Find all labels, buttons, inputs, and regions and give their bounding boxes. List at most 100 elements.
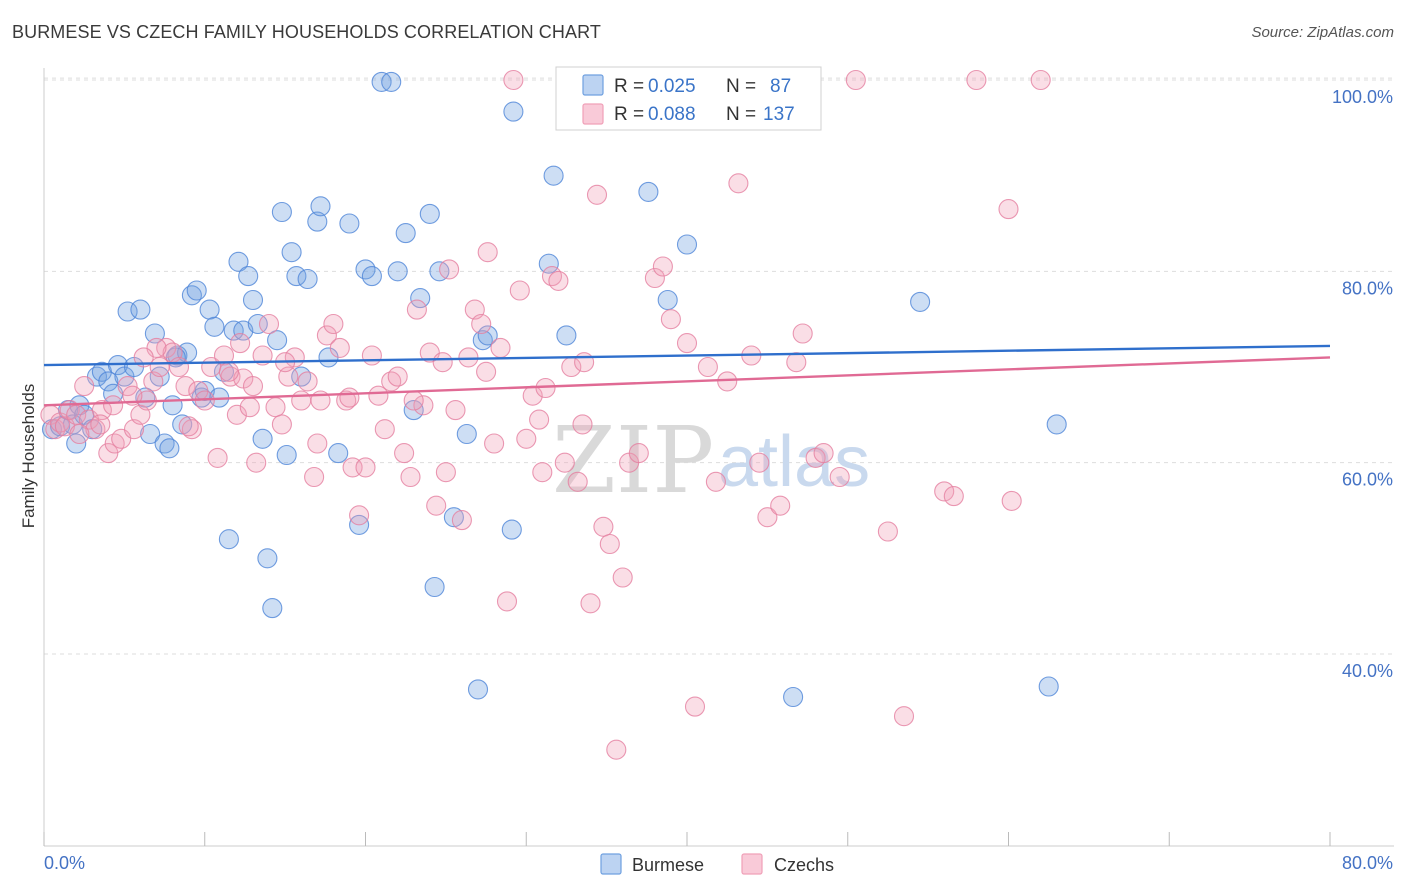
point-czechs-121 [178, 416, 199, 437]
point-czechs-99 [705, 471, 726, 492]
series-legend-swatch-burmese [600, 853, 622, 875]
point-czechs-107 [792, 323, 813, 344]
point-czechs-36 [265, 397, 286, 418]
point-czechs-74 [509, 280, 530, 301]
point-czechs-134 [90, 414, 111, 435]
point-czechs-6 [74, 376, 95, 397]
point-czechs-45 [323, 313, 344, 335]
point-czechs-100 [717, 371, 738, 392]
stats-legend: R = 0.025 N = 87 R = 0.088 N = 137 [555, 66, 822, 131]
y-tick-label-60: 60.0% [1342, 470, 1393, 490]
point-burmese-35 [218, 529, 239, 550]
legend-r-label-czechs: R = [614, 104, 644, 125]
point-czechs-133 [122, 385, 143, 406]
point-burmese-45 [267, 330, 288, 351]
point-czechs-44 [316, 325, 337, 346]
point-czechs-51 [361, 345, 382, 366]
point-burmese-16 [130, 299, 151, 320]
point-czechs-88 [599, 533, 620, 555]
point-burmese-28 [186, 280, 207, 301]
point-burmese-55 [328, 443, 349, 464]
point-burmese-66 [419, 203, 440, 224]
point-burmese-18 [140, 423, 161, 445]
trendline-czechs [43, 356, 1331, 407]
y-tick-label-100: 100.0% [1332, 87, 1393, 107]
point-czechs-65 [451, 510, 472, 531]
y-tick-labels: 40.0% 60.0% 80.0% 100.0% [1332, 87, 1393, 681]
x-tick-label-min: 0.0% [44, 853, 85, 873]
point-czechs-137 [103, 395, 124, 416]
point-burmese-61 [381, 71, 402, 92]
point-czechs-103 [749, 452, 770, 473]
point-czechs-13 [117, 376, 138, 397]
point-burmese-23 [162, 395, 183, 416]
watermark: ZIP atlas [552, 407, 870, 514]
point-czechs-117 [998, 199, 1019, 220]
point-burmese-84 [1038, 676, 1059, 697]
trendline-burmese [43, 344, 1331, 367]
point-czechs-37 [271, 414, 292, 435]
point-czechs-80 [548, 270, 569, 291]
legend-r-value-czechs: 0.088 [648, 104, 696, 125]
point-burmese-82 [783, 686, 804, 708]
point-czechs-32 [239, 397, 260, 418]
point-czechs-93 [644, 267, 665, 289]
point-czechs-59 [413, 395, 434, 416]
point-czechs-95 [660, 309, 681, 330]
point-czechs-22 [175, 376, 196, 397]
trend-lines [43, 344, 1331, 407]
point-czechs-110 [829, 466, 850, 488]
point-czechs-63 [439, 259, 460, 280]
point-czechs-128 [435, 462, 456, 483]
point-burmese-85 [1046, 414, 1067, 435]
legend-n-label-czechs: N = [726, 104, 756, 125]
point-czechs-136 [133, 347, 154, 368]
point-czechs-119 [1030, 69, 1051, 91]
legend-r-label-burmese: R = [614, 76, 644, 97]
point-czechs-129 [476, 361, 497, 382]
point-czechs-127 [403, 390, 424, 411]
point-czechs-126 [339, 387, 360, 408]
point-czechs-97 [684, 696, 706, 717]
point-burmese-67 [424, 576, 445, 598]
grid-lines [44, 77, 1394, 655]
point-burmese-73 [477, 325, 498, 346]
point-burmese-69 [443, 507, 464, 528]
point-burmese-48 [281, 242, 302, 263]
point-czechs-84 [574, 352, 595, 373]
point-czechs-90 [612, 567, 633, 588]
point-burmese-65 [410, 288, 431, 309]
point-czechs-75 [516, 428, 537, 449]
point-czechs-87 [593, 516, 614, 537]
point-burmese-43 [257, 548, 278, 569]
point-czechs-72 [496, 591, 518, 612]
point-burmese-53 [310, 196, 331, 217]
chart-title: BURMESE VS CZECH FAMILY HOUSEHOLDS CORRE… [12, 22, 601, 42]
point-czechs-118 [1001, 490, 1022, 511]
point-czechs-132 [628, 443, 649, 464]
legend-n-label-burmese: N = [726, 76, 756, 97]
point-burmese-80 [657, 289, 678, 311]
series-legend-swatch-czechs [741, 853, 763, 875]
point-czechs-73 [503, 69, 524, 91]
point-czechs-135 [69, 423, 90, 445]
legend-swatch-burmese [582, 74, 604, 96]
point-czechs-83 [567, 471, 588, 492]
point-burmese-79 [638, 181, 659, 202]
point-burmese-83 [910, 291, 931, 312]
point-czechs-30 [226, 404, 247, 425]
point-burmese-74 [501, 519, 522, 540]
point-burmese-10 [98, 371, 119, 392]
point-burmese-42 [252, 428, 273, 449]
point-burmese-47 [276, 444, 297, 466]
point-czechs-71 [490, 337, 511, 358]
legend-swatch-czechs [582, 103, 604, 125]
point-burmese-31 [199, 299, 220, 320]
point-czechs-46 [329, 337, 350, 358]
point-burmese-59 [361, 266, 382, 287]
point-czechs-96 [676, 333, 698, 354]
point-czechs-64 [445, 400, 466, 421]
point-czechs-125 [307, 433, 328, 454]
point-czechs-40 [291, 390, 312, 411]
